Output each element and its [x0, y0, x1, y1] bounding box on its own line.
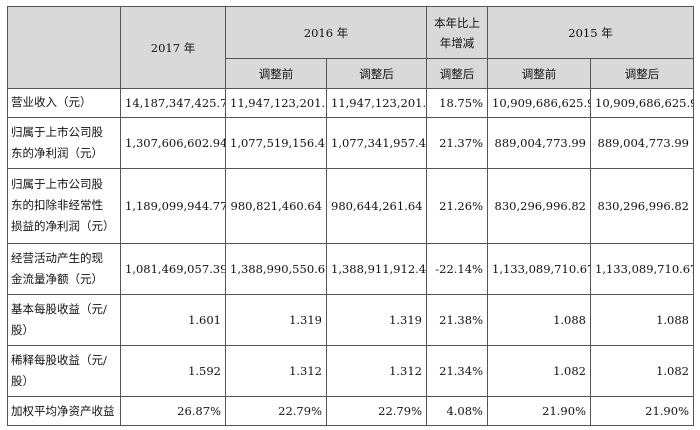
financial-summary-table: 2017 年 2016 年 本年比上 年增减 2015 年 调整前 调整后 调整…: [7, 6, 694, 426]
row-label-line: 加权平均净资产收益: [11, 403, 115, 418]
table-body: 营业收入（元） 14,187,347,425.77 11,947,123,201. 1…: [7, 88, 694, 426]
cell-yoy: 21.38%: [426, 294, 488, 347]
header-2015-after: 调整后: [590, 58, 694, 89]
cell-v2015-after: 889,004,773.99: [590, 116, 694, 169]
cell-v2016-after: 1,388,911,912.47: [326, 243, 427, 296]
row-label: 加权平均净资产收益: [7, 396, 121, 426]
cell-v2017: 1,189,099,944.77: [120, 167, 226, 245]
row-label-line: 股）: [11, 323, 34, 338]
header-yoy-line-2: 年增减: [439, 35, 475, 50]
table-row: 加权平均净资产收益 26.87% 22.79% 22.79% 4.08% 21.90% 21…: [7, 396, 694, 426]
cell-v2015-before: 1,133,089,710.67: [487, 243, 591, 296]
cell-yoy: 21.26%: [426, 167, 488, 245]
table-row: 基本每股收益（元/股） 1.601 1.319 1.319 21.38% 1.088 1.0…: [7, 294, 694, 347]
cell-v2015-after: 1.088: [590, 294, 694, 347]
cell-v2016-after: 1.312: [326, 345, 427, 398]
header-yoy-line-1: 本年比上: [434, 15, 480, 30]
header-2016: 2016 年: [225, 6, 427, 59]
cell-v2016-before: 11,947,123,201.12: [225, 88, 327, 118]
cell-v2015-before: 10,909,686,625.90: [487, 88, 591, 118]
cell-v2016-before: 980,821,460.64: [225, 167, 327, 245]
cell-v2016-after: 980,644,261.64: [326, 167, 427, 245]
row-label: 经营活动产生的现 金流量净额（元）: [7, 243, 121, 296]
cell-v2015-before: 1.088: [487, 294, 591, 347]
cell-v2015-after: 830,296,996.82: [590, 167, 694, 245]
cell-v2015-before: 21.90%: [487, 396, 591, 426]
row-label-line: 归属于上市公司股: [11, 177, 103, 192]
header-2017: 2017 年: [120, 6, 226, 89]
row-label: 归属于上市公司股 东的净利润（元）: [7, 116, 121, 169]
table-row: 归属于上市公司股 东的净利润（元） 1,307,606,602.94 1,077,51…: [7, 116, 694, 169]
table-row: 经营活动产生的现 金流量净额（元） 1,081,469,057.39 1,388,99…: [7, 243, 694, 296]
header-yoy-change: 本年比上 年增减: [426, 6, 488, 59]
cell-v2016-before: 22.79%: [225, 396, 327, 426]
row-label-line: 经营活动产生的现: [11, 251, 103, 266]
row-label: 归属于上市公司股 东的扣除非经常性 损益的净利润（元）: [7, 167, 121, 245]
table-row: 营业收入（元） 14,187,347,425.77 11,947,123,201. 1…: [7, 88, 694, 118]
cell-v2017: 14,187,347,425.77: [120, 88, 226, 118]
cell-yoy: -22.14%: [426, 243, 488, 296]
cell-v2016-before: 1,388,990,550.62: [225, 243, 327, 296]
header-2015: 2015 年: [487, 6, 694, 59]
cell-v2016-after: 1,077,341,957.40: [326, 116, 427, 169]
row-label-line: 东的净利润（元）: [11, 145, 103, 160]
row-label-line: 股）: [11, 374, 34, 389]
cell-v2016-before: 1.312: [225, 345, 327, 398]
cell-yoy: 18.75%: [426, 88, 488, 118]
row-label: 基本每股收益（元/股）: [7, 294, 121, 347]
row-label-line: 东的扣除非经常性: [11, 198, 103, 213]
header-2016-after: 调整后: [326, 58, 427, 89]
cell-v2015-before: 830,296,996.82: [487, 167, 591, 245]
cell-v2015-after: 1.082: [590, 345, 694, 398]
header-yoy-after: 调整后: [426, 58, 488, 89]
row-label-line: 金流量净额（元）: [11, 272, 103, 287]
row-label-line: 损益的净利润（元）: [11, 219, 115, 234]
row-label: 稀释每股收益（元/股）: [7, 345, 121, 398]
cell-v2017: 1,307,606,602.94: [120, 116, 226, 169]
row-label: 营业收入（元）: [7, 88, 121, 118]
header-2015-before: 调整前: [487, 58, 591, 89]
cell-v2016-after: 1.319: [326, 294, 427, 347]
table-row: 归属于上市公司股 东的扣除非经常性 损益的净利润（元） 1,189,099,944.7…: [7, 167, 694, 245]
row-label-line: 营业收入（元）: [11, 95, 92, 110]
cell-v2015-after: 1,133,089,710.67: [590, 243, 694, 296]
header-2016-before: 调整前: [225, 58, 327, 89]
cell-v2015-after: 21.90%: [590, 396, 694, 426]
table-row: 稀释每股收益（元/股） 1.592 1.312 1.312 21.34% 1.082 1.0…: [7, 345, 694, 398]
cell-v2015-after: 10,909,686,625.90: [590, 88, 694, 118]
cell-v2016-after: 11,947,123,201.12: [326, 88, 427, 118]
cell-v2017: 1,081,469,057.39: [120, 243, 226, 296]
cell-v2017: 1.592: [120, 345, 226, 398]
cell-v2016-before: 1.319: [225, 294, 327, 347]
cell-v2016-after: 22.79%: [326, 396, 427, 426]
cell-yoy: 21.37%: [426, 116, 488, 169]
row-label-line: 基本每股收益（元/: [11, 302, 107, 317]
cell-v2015-before: 1.082: [487, 345, 591, 398]
cell-v2017: 26.87%: [120, 396, 226, 426]
cell-yoy: 4.08%: [426, 396, 488, 426]
row-label-line: 稀释每股收益（元/: [11, 353, 107, 368]
cell-v2017: 1.601: [120, 294, 226, 347]
row-label-line: 归属于上市公司股: [11, 124, 103, 139]
cell-yoy: 21.34%: [426, 345, 488, 398]
cell-v2015-before: 889,004,773.99: [487, 116, 591, 169]
cell-v2016-before: 1,077,519,156.40: [225, 116, 327, 169]
header-corner-cell: [7, 6, 121, 89]
